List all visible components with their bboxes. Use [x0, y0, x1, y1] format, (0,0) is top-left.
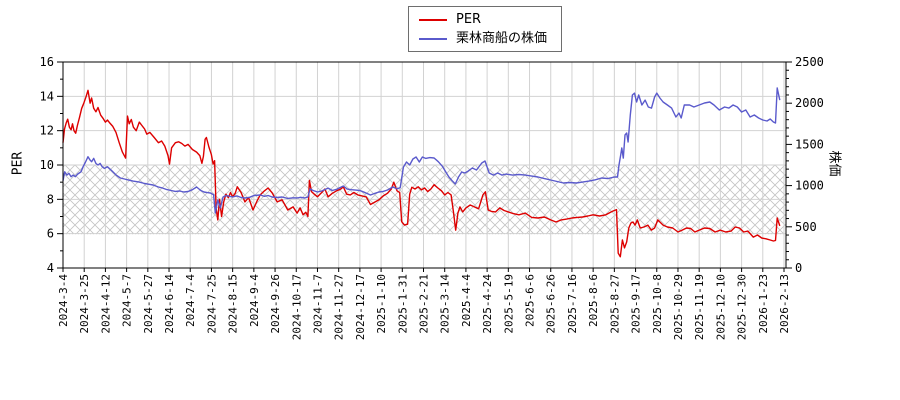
svg-text:8: 8 — [47, 192, 54, 206]
svg-text:2025-2-21: 2025-2-21 — [418, 274, 431, 334]
svg-text:2026-1-23: 2026-1-23 — [757, 274, 770, 334]
svg-text:2025-5-19: 2025-5-19 — [502, 274, 515, 334]
svg-text:2024-3-25: 2024-3-25 — [78, 274, 91, 334]
svg-text:1500: 1500 — [795, 137, 824, 151]
svg-text:12: 12 — [40, 124, 54, 138]
svg-text:4: 4 — [47, 261, 54, 275]
legend-label-per: PER — [456, 12, 482, 27]
legend-item-per: PER — [419, 13, 547, 26]
svg-text:2024-7-4: 2024-7-4 — [184, 274, 197, 327]
svg-text:2025-12-30: 2025-12-30 — [736, 274, 749, 340]
svg-text:6: 6 — [47, 227, 54, 241]
gridlines — [63, 62, 786, 268]
svg-text:2024-6-14: 2024-6-14 — [163, 274, 176, 334]
svg-text:2025-4-24: 2025-4-24 — [481, 274, 494, 334]
svg-text:2025-8-6: 2025-8-6 — [587, 274, 600, 327]
svg-text:2024-5-7: 2024-5-7 — [121, 274, 134, 327]
svg-text:0: 0 — [795, 261, 802, 275]
svg-text:2025-7-16: 2025-7-16 — [566, 274, 579, 334]
svg-text:2025-6-6: 2025-6-6 — [524, 274, 537, 327]
svg-text:2024-7-25: 2024-7-25 — [205, 274, 218, 334]
y-right-axis-title: 株価 — [826, 150, 842, 177]
svg-text:16: 16 — [40, 55, 54, 69]
svg-text:2024-10-17: 2024-10-17 — [290, 274, 303, 340]
svg-text:2025-10-8: 2025-10-8 — [651, 274, 664, 334]
y-left-axis-title: PER — [10, 151, 26, 176]
svg-text:2024-11-27: 2024-11-27 — [333, 274, 346, 340]
svg-text:2025-1-10: 2025-1-10 — [375, 274, 388, 334]
svg-text:2024-9-26: 2024-9-26 — [269, 274, 282, 334]
svg-text:2500: 2500 — [795, 55, 824, 69]
y-right-tick-labels: 2500 2000 1500 1000 500 0 — [795, 55, 824, 275]
legend-item-price: 栗林商船の株価 — [419, 32, 547, 45]
svg-text:2000: 2000 — [795, 96, 824, 110]
legend-label-price: 栗林商船の株価 — [456, 31, 548, 46]
svg-text:2024-9-4: 2024-9-4 — [248, 274, 261, 327]
svg-text:1000: 1000 — [795, 179, 824, 193]
svg-text:2025-8-27: 2025-8-27 — [608, 274, 621, 334]
svg-text:2024-4-12: 2024-4-12 — [99, 274, 112, 334]
svg-text:14: 14 — [40, 89, 54, 103]
svg-text:2025-1-31: 2025-1-31 — [396, 274, 409, 334]
legend: PER 栗林商船の株価 — [408, 6, 563, 52]
svg-text:2025-10-29: 2025-10-29 — [672, 274, 685, 340]
svg-text:2025-9-17: 2025-9-17 — [630, 274, 643, 334]
svg-text:2025-3-14: 2025-3-14 — [439, 274, 452, 334]
svg-text:2025-12-10: 2025-12-10 — [714, 274, 727, 340]
svg-text:2024-5-27: 2024-5-27 — [142, 274, 155, 334]
svg-text:2024-11-7: 2024-11-7 — [312, 274, 325, 334]
x-tick-labels: 2024-3-4 2024-3-25 2024-4-12 2024-5-7 2024-5… — [57, 274, 791, 341]
svg-text:500: 500 — [795, 220, 817, 234]
svg-text:2026-2-13: 2026-2-13 — [778, 274, 791, 334]
price-line — [62, 87, 781, 214]
svg-text:2024-3-4: 2024-3-4 — [57, 274, 70, 327]
price-line-swatch — [419, 37, 447, 40]
svg-text:2025-4-4: 2025-4-4 — [460, 274, 473, 327]
y-left-tick-labels: 16 14 12 10 8 6 4 — [40, 55, 54, 275]
svg-text:2025-6-26: 2025-6-26 — [545, 274, 558, 334]
per-line-swatch — [419, 18, 447, 21]
svg-text:2025-11-19: 2025-11-19 — [693, 274, 706, 340]
svg-text:10: 10 — [40, 158, 54, 172]
svg-text:2024-8-15: 2024-8-15 — [227, 274, 240, 334]
per-line — [62, 89, 781, 258]
svg-text:2024-12-17: 2024-12-17 — [354, 274, 367, 340]
axis-ticks — [57, 61, 792, 272]
